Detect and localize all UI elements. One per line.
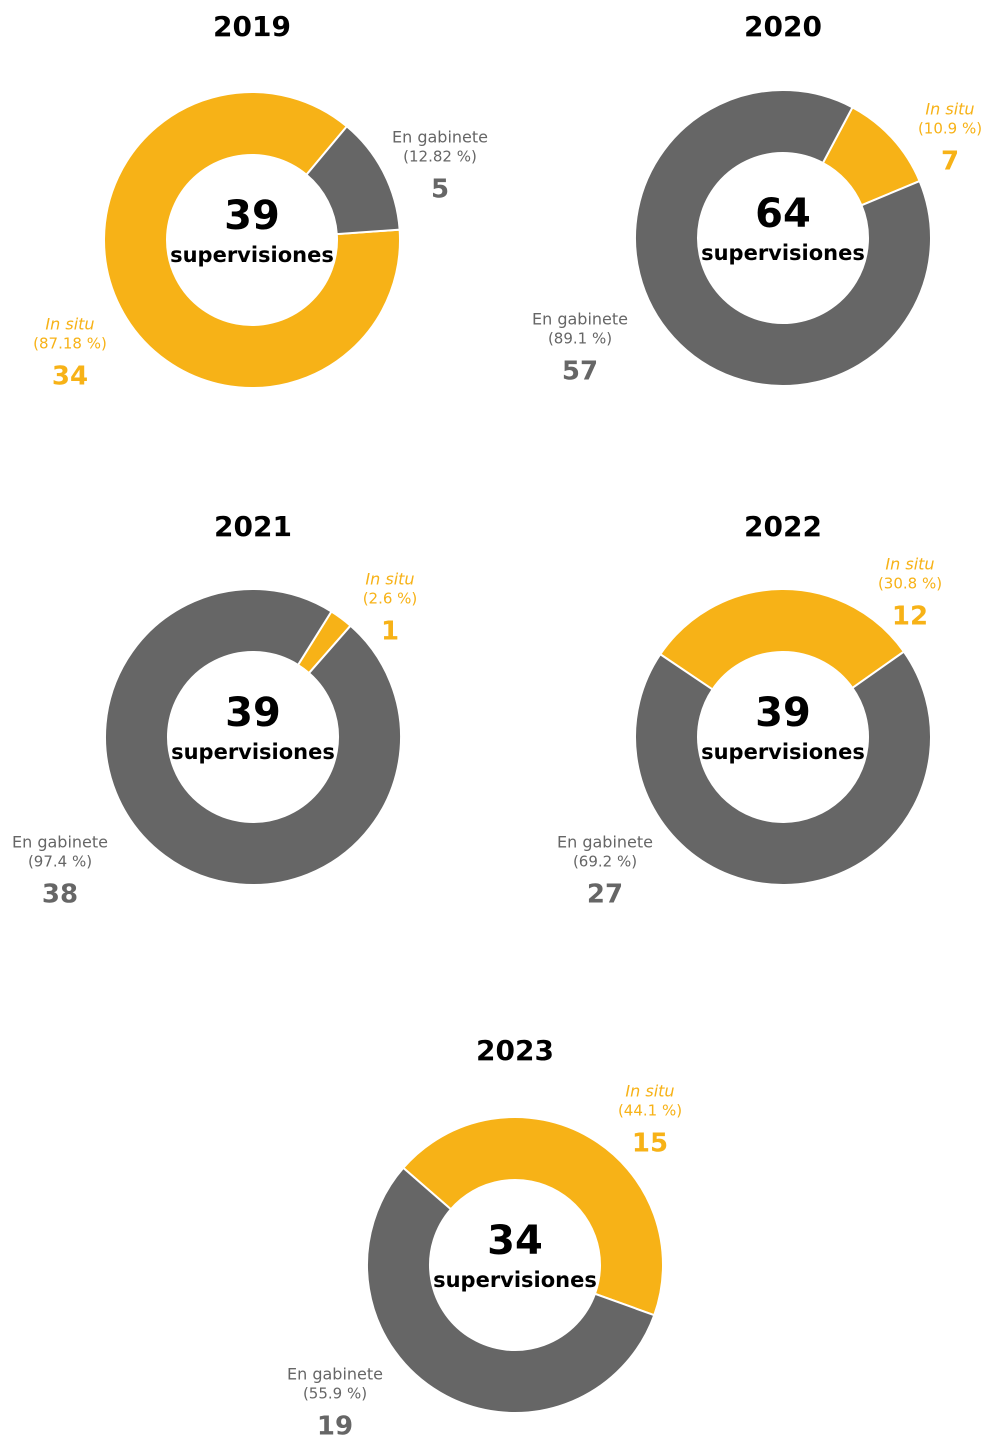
slice-value: 5 (431, 175, 449, 205)
donut-slice (305, 124, 401, 236)
slice-value: 34 (52, 362, 88, 392)
slice-name: En gabinete (392, 128, 488, 147)
slice-name: In situ (625, 1082, 674, 1101)
slice-percent: (12.82 %) (403, 148, 477, 166)
slice-percent: (10.9 %) (918, 120, 982, 138)
slice-value: 1 (381, 617, 399, 647)
slice-percent: (97.4 %) (28, 853, 92, 871)
donut-slice (401, 1116, 664, 1317)
donut-slice (634, 89, 932, 387)
center-label: supervisiones (170, 243, 334, 267)
donut-slice (634, 650, 932, 886)
slice-name: En gabinete (287, 1365, 383, 1384)
slice-percent: (30.8 %) (878, 575, 942, 593)
slice-name: En gabinete (532, 310, 628, 329)
slice-value: 15 (632, 1129, 668, 1159)
center-label: supervisiones (433, 1268, 597, 1292)
slice-value: 19 (317, 1412, 353, 1437)
slice-percent: (89.1 %) (548, 330, 612, 348)
donut-slice (103, 91, 401, 389)
chart-title: 2021 (214, 510, 292, 543)
slice-value: 27 (587, 880, 623, 910)
chart-title: 2023 (476, 1034, 554, 1067)
center-label: supervisiones (171, 740, 335, 764)
slice-percent: (2.6 %) (363, 590, 418, 608)
slice-name: En gabinete (557, 833, 653, 852)
slice-name: In situ (885, 555, 934, 574)
slice-percent: (44.1 %) (618, 1102, 682, 1120)
center-total: 39 (225, 690, 281, 736)
donut-slice (366, 1166, 656, 1414)
slice-value: 7 (941, 147, 959, 177)
center-total: 64 (755, 191, 811, 237)
center-total: 39 (224, 193, 280, 239)
slice-name: En gabinete (12, 833, 108, 852)
donut-slice (104, 588, 402, 886)
slice-value: 38 (42, 880, 78, 910)
donut-slice (658, 588, 906, 691)
slice-name: In situ (45, 315, 94, 334)
slice-percent: (69.2 %) (573, 853, 637, 871)
center-label: supervisiones (701, 241, 865, 265)
center-total: 39 (755, 690, 811, 736)
slice-value: 12 (892, 602, 928, 632)
center-total: 34 (487, 1218, 543, 1264)
slice-name: In situ (365, 570, 414, 589)
slice-percent: (55.9 %) (303, 1385, 367, 1403)
center-label: supervisiones (701, 740, 865, 764)
slice-name: In situ (925, 100, 974, 119)
chart-title: 2020 (744, 10, 822, 43)
slice-percent: (87.18 %) (33, 335, 107, 353)
slice-value: 57 (562, 357, 598, 387)
chart-title: 2019 (213, 10, 291, 43)
chart-title: 2022 (744, 510, 822, 543)
